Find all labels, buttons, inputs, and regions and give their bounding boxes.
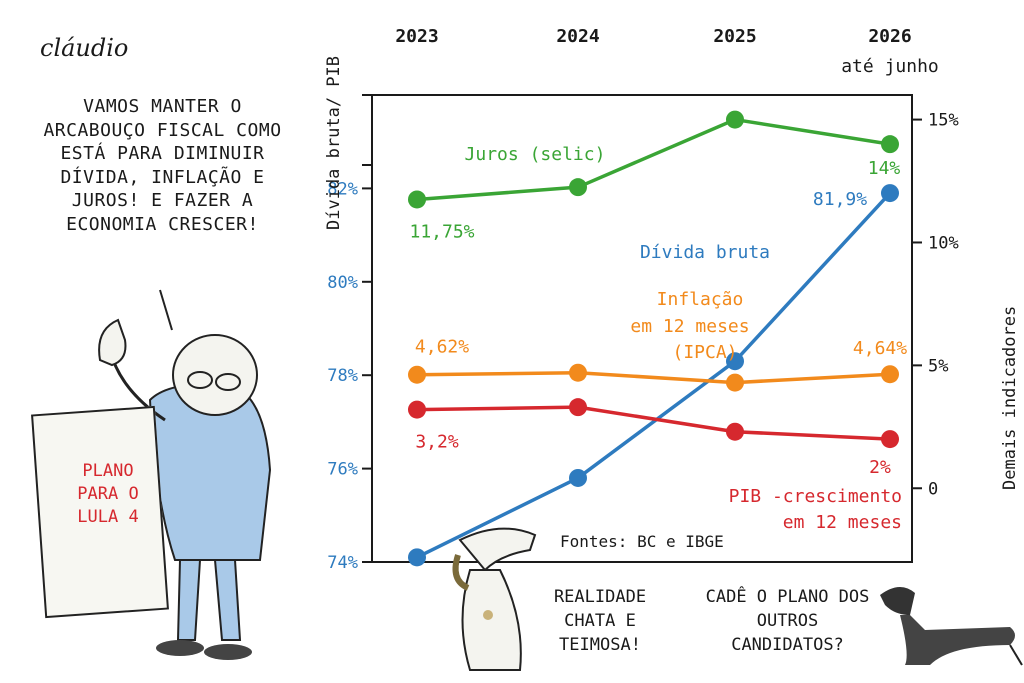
y-right-tick-label: 15%: [928, 111, 959, 131]
data-point: [408, 548, 426, 567]
data-point: [726, 110, 744, 129]
artist-signature: cláudio: [40, 34, 129, 62]
plot-frame: [371, 94, 913, 563]
data-point: [569, 363, 587, 382]
x-tick-label: 2024: [556, 26, 600, 47]
data-point: [881, 184, 899, 203]
dog-right-illustration: [880, 586, 1023, 666]
data-label: 2%: [869, 457, 891, 478]
data-point: [408, 365, 426, 384]
y-axis-left-label: Dívida bruta/ PIB: [324, 56, 344, 230]
x-tick-label: 2026: [868, 26, 911, 47]
data-label: 14%: [868, 158, 901, 179]
speech-balloon-text: VAMOS MANTER O ARCABOUÇO FISCAL COMO EST…: [43, 96, 282, 235]
y-left-tick-label: 76%: [327, 460, 358, 480]
data-point: [569, 468, 587, 487]
chart-lines: [408, 110, 899, 567]
data-point: [408, 400, 426, 419]
dog-right-speech: CADÊ O PLANO DOS OUTROS CANDIDATOS?: [705, 587, 870, 655]
plan-sheet-text: PLANO PARA O LULA 4: [77, 461, 139, 527]
data-label: 4,64%: [853, 338, 907, 359]
data-point: [726, 352, 744, 371]
y-right-tick-label: 0: [928, 479, 938, 499]
y-right-tick-label: 10%: [928, 233, 959, 253]
data-label: 11,75%: [409, 221, 474, 242]
data-point: [569, 398, 587, 417]
data-point: [408, 190, 426, 209]
dog-left-illustration: [452, 527, 537, 671]
series-name-pib-1: PIB -crescimento: [729, 486, 902, 507]
x-tick-label: 2023: [395, 26, 438, 47]
series-line: [416, 370, 891, 385]
series-line: [416, 405, 891, 441]
character-illustration: [98, 289, 272, 660]
data-label: 81,9%: [813, 189, 867, 210]
data-point: [569, 178, 587, 197]
y-right-tick-label: 5%: [928, 356, 948, 376]
data-point: [881, 430, 899, 449]
series-name-pib-2: em 12 meses: [783, 512, 902, 533]
data-point: [726, 422, 744, 441]
y-left-tick-label: 82%: [327, 179, 358, 199]
series-name-inflacao-3: (IPCA): [672, 342, 737, 363]
data-point: [881, 135, 899, 154]
series-name-inflacao-1: Inflação: [657, 289, 744, 310]
sources-note: Fontes: BC e IBGE: [560, 532, 724, 551]
data-label: 4,62%: [415, 337, 469, 358]
x-tick-note: até junho: [841, 56, 939, 77]
y-left-tick-label: 74%: [327, 553, 358, 573]
series-name-divida: Dívida bruta: [640, 242, 770, 263]
chart-axes: 2023 2024 2025 2026 até junho 74% 76% 78% 80% 82%…: [327, 26, 958, 573]
x-tick-label: 2025: [713, 26, 756, 47]
y-axis-right-label: Demais indicadores: [1000, 305, 1020, 490]
series-name-inflacao-2: em 12 meses: [630, 316, 749, 337]
data-label: 3,2%: [415, 432, 459, 453]
dog-left-speech: REALIDADE CHATA E TEIMOSA!: [553, 587, 647, 655]
data-point: [881, 365, 899, 384]
y-left-tick-label: 78%: [327, 366, 358, 386]
series-line: [416, 117, 891, 202]
chart-labels: 11,75% 14%81,9% 4,62% 4,64% 3,2% 2% Juros (sel…: [409, 144, 907, 533]
series-name-juros: Juros (selic): [465, 144, 606, 165]
y-left-tick-label: 80%: [327, 273, 358, 293]
data-point: [726, 373, 744, 392]
